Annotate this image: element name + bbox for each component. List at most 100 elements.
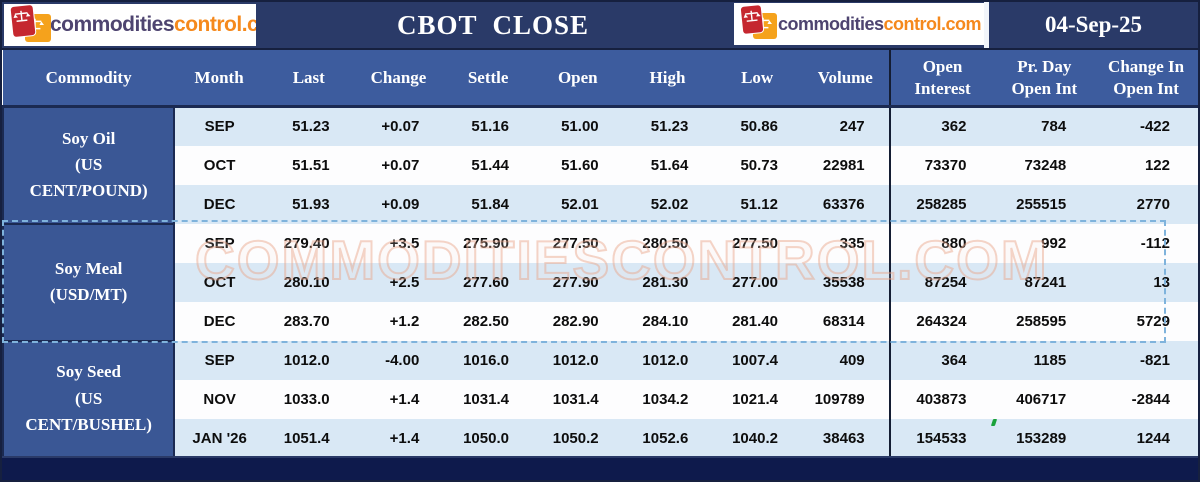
cell-high: 284.10 bbox=[642, 312, 689, 330]
cell-volume: 109789 bbox=[814, 390, 865, 408]
cell-change-openint: 13 bbox=[1153, 273, 1170, 291]
cell-low: 50.73 bbox=[740, 156, 778, 174]
cell-last: 1033.0 bbox=[283, 390, 330, 408]
cell-open-interest: 87254 bbox=[888, 262, 995, 302]
cell-prday-openint: 73248 bbox=[1024, 156, 1067, 174]
table-row: Soy Meal (USD/MT) SEP 279.40 +3.5 275.90… bbox=[2, 222, 1198, 342]
cell-change: -4.00 bbox=[385, 351, 420, 369]
col-header-open: Open bbox=[532, 50, 623, 108]
cell-open-interest: 362 bbox=[888, 106, 995, 146]
cell-low: 277.50 bbox=[732, 234, 778, 252]
cell-low: 1007.4 bbox=[732, 351, 778, 369]
col-header-prday-openint: Pr. Day Open Int bbox=[994, 50, 1095, 108]
cbot-close-table: Commodity Month Last Change Settle Open … bbox=[2, 50, 1198, 459]
cell-month: DEC bbox=[203, 195, 236, 213]
disclaimer-bar: Subject to Disclaimer @ http://www.commo… bbox=[2, 456, 1198, 480]
cell-settle: 1050.0 bbox=[463, 429, 509, 447]
cell-last: 51.93 bbox=[292, 195, 330, 213]
col-header-change-openint: Change In Open Int bbox=[1094, 50, 1198, 108]
cell-open: 51.00 bbox=[561, 118, 599, 136]
cell-change: +0.07 bbox=[381, 156, 420, 174]
cell-high: 1012.0 bbox=[642, 351, 689, 369]
cell-volume: 35538 bbox=[822, 273, 865, 291]
commodity-label-soy-meal: Soy Meal (USD/MT) bbox=[2, 222, 176, 342]
cell-prday-openint: 255515 bbox=[1016, 195, 1067, 213]
header-row: Commodity Month Last Change Settle Open … bbox=[3, 50, 1198, 108]
cell-low: 277.00 bbox=[732, 273, 778, 291]
commodity-label-soy-seed: Soy Seed (US CENT/BUSHEL) bbox=[2, 339, 176, 459]
cell-month: SEP bbox=[204, 118, 235, 136]
cell-high: 280.50 bbox=[642, 234, 689, 252]
cell-change-openint: -2844 bbox=[1131, 390, 1170, 408]
cell-change: +0.07 bbox=[381, 118, 420, 136]
cell-change: +1.4 bbox=[389, 390, 420, 408]
cell-low: 281.40 bbox=[732, 312, 778, 330]
commodity-label-soy-oil: Soy Oil (US CENT/POUND) bbox=[2, 105, 176, 225]
cell-low: 51.12 bbox=[740, 195, 778, 213]
col-header-month: Month bbox=[174, 50, 264, 108]
cell-month: SEP bbox=[204, 234, 235, 252]
cell-last: 1012.0 bbox=[283, 351, 330, 369]
cell-open: 277.90 bbox=[552, 273, 599, 291]
cell-prday-openint: 1185 bbox=[1033, 351, 1067, 369]
cell-open-interest: 403873 bbox=[888, 379, 995, 419]
cell-change-openint: 1244 bbox=[1136, 429, 1170, 447]
cell-month: JAN '26 bbox=[192, 429, 247, 447]
balance-scale-icon bbox=[8, 4, 56, 45]
cell-open: 1031.4 bbox=[552, 390, 599, 408]
cell-change-openint: -112 bbox=[1140, 234, 1170, 252]
cell-settle: 51.16 bbox=[471, 118, 509, 136]
cell-volume: 68314 bbox=[822, 312, 865, 330]
cell-change-openint: -821 bbox=[1139, 351, 1170, 369]
table-row: NOV 1033.0 +1.4 1031.4 1031.4 1034.2 102… bbox=[3, 379, 1198, 419]
balance-scale-icon bbox=[738, 5, 782, 43]
cell-open-interest: 73370 bbox=[888, 145, 995, 185]
cell-volume: 22981 bbox=[822, 156, 865, 174]
cell-open-interest: 364 bbox=[888, 340, 995, 380]
cell-volume: 335 bbox=[839, 234, 865, 252]
cell-month: OCT bbox=[203, 156, 236, 174]
cell-month: NOV bbox=[203, 390, 236, 408]
cell-change: +0.09 bbox=[381, 195, 420, 213]
cell-open-interest: 154533 bbox=[888, 418, 995, 458]
page-title: CBOT CLOSE bbox=[396, 10, 590, 40]
col-header-commodity: Commodity bbox=[3, 50, 175, 108]
cell-prday-openint: 406717 bbox=[1016, 390, 1067, 408]
cell-change: +1.4 bbox=[389, 429, 420, 447]
col-header-low: Low bbox=[712, 50, 802, 108]
cell-settle: 275.90 bbox=[463, 234, 509, 252]
cell-month: DEC bbox=[203, 312, 236, 330]
cell-change-openint: 5729 bbox=[1136, 312, 1170, 330]
cell-change-openint: 122 bbox=[1144, 156, 1170, 174]
col-header-last: Last bbox=[263, 50, 354, 108]
cell-open: 1012.0 bbox=[552, 351, 599, 369]
cell-last: 1051.4 bbox=[283, 429, 330, 447]
cell-settle: 51.84 bbox=[471, 195, 509, 213]
cell-settle: 1031.4 bbox=[463, 390, 509, 408]
cell-high: 281.30 bbox=[642, 273, 689, 291]
brand-text: commoditiescontrol.com bbox=[50, 13, 256, 36]
cell-volume: 409 bbox=[839, 351, 865, 369]
cell-last: 279.40 bbox=[283, 234, 330, 252]
table-row: Soy Oil (US CENT/POUND) SEP 51.23 +0.07 … bbox=[2, 105, 1198, 225]
cell-low: 50.86 bbox=[740, 118, 778, 136]
cell-change-openint: -422 bbox=[1139, 118, 1170, 136]
cell-settle: 1016.0 bbox=[463, 351, 509, 369]
cell-high: 51.64 bbox=[650, 156, 689, 174]
cell-high: 52.02 bbox=[650, 195, 689, 213]
table-row: OCT 280.10 +2.5 277.60 277.90 281.30 277… bbox=[3, 262, 1198, 302]
col-header-open-interest: Open Interest bbox=[888, 50, 995, 108]
cell-prday-openint: 87241 bbox=[1024, 273, 1067, 291]
commoditiescontrol-logo-left: commoditiescontrol.com bbox=[4, 4, 256, 46]
cell-prday-openint: 153289 bbox=[1016, 429, 1067, 447]
cell-volume: 247 bbox=[839, 118, 865, 136]
brand-text: commoditiescontrol.com bbox=[778, 13, 982, 34]
cell-change: +2.5 bbox=[389, 273, 420, 291]
cell-open: 52.01 bbox=[561, 195, 599, 213]
commoditiescontrol-logo-right: commoditiescontrol.com bbox=[734, 3, 988, 45]
col-header-change: Change bbox=[353, 50, 444, 108]
cell-open: 282.90 bbox=[552, 312, 599, 330]
cell-last: 280.10 bbox=[283, 273, 330, 291]
cell-settle: 51.44 bbox=[471, 156, 509, 174]
